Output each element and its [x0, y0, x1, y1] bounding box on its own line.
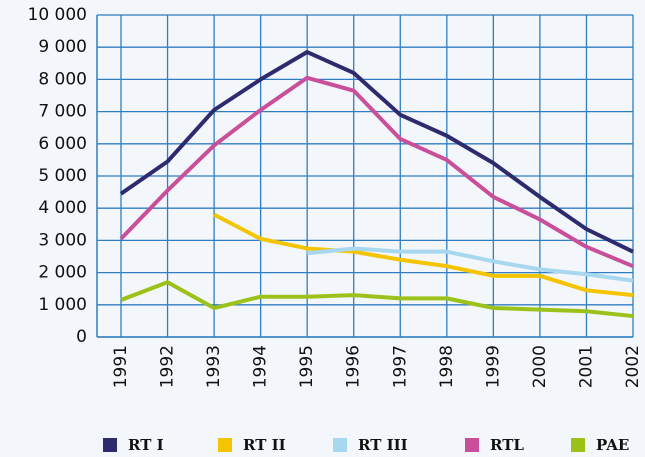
- line-series: [213, 212, 634, 298]
- x-tick-label: 1994: [251, 345, 271, 388]
- y-tick-label: 3 000: [38, 230, 87, 250]
- y-tick-label: 8 000: [38, 69, 87, 89]
- line-series: [119, 50, 634, 254]
- y-tick-label: 4 000: [38, 198, 87, 218]
- y-tick-label: 9 000: [38, 37, 87, 57]
- legend-label: RT II: [243, 436, 286, 454]
- x-tick-label: 2002: [623, 345, 643, 388]
- x-tick-label: 1995: [297, 345, 317, 388]
- legend-label: RT III: [358, 436, 408, 454]
- legend-swatch: [103, 438, 117, 452]
- y-tick-label: 7 000: [38, 102, 87, 122]
- legend-label: RT I: [128, 436, 164, 454]
- legend-label: RTL: [490, 436, 524, 454]
- x-tick-label: 1997: [390, 345, 410, 388]
- y-tick-label: 2 000: [38, 263, 87, 283]
- legend-swatch: [333, 438, 347, 452]
- legend-swatch: [571, 438, 585, 452]
- y-tick-label: 0: [76, 327, 87, 347]
- y-tick-label: 1 000: [38, 295, 87, 315]
- legend-label: PAE: [596, 436, 629, 454]
- line-series: [306, 246, 634, 283]
- line-series: [120, 280, 634, 319]
- y-tick-label: 10 000: [28, 5, 87, 25]
- x-tick-label: 1998: [437, 345, 457, 388]
- x-tick-label: 1993: [204, 345, 224, 388]
- legend-swatch: [465, 438, 479, 452]
- line-series: [119, 75, 634, 269]
- legend-swatch: [218, 438, 232, 452]
- x-tick-label: 1996: [344, 345, 364, 388]
- y-tick-label: 6 000: [38, 134, 87, 154]
- x-tick-label: 2000: [530, 345, 550, 388]
- x-tick-label: 1999: [483, 345, 503, 388]
- x-tick-label: 2001: [576, 345, 596, 388]
- y-tick-label: 5 000: [38, 166, 87, 186]
- x-tick-label: 1992: [158, 345, 178, 388]
- x-tick-label: 1991: [111, 345, 131, 388]
